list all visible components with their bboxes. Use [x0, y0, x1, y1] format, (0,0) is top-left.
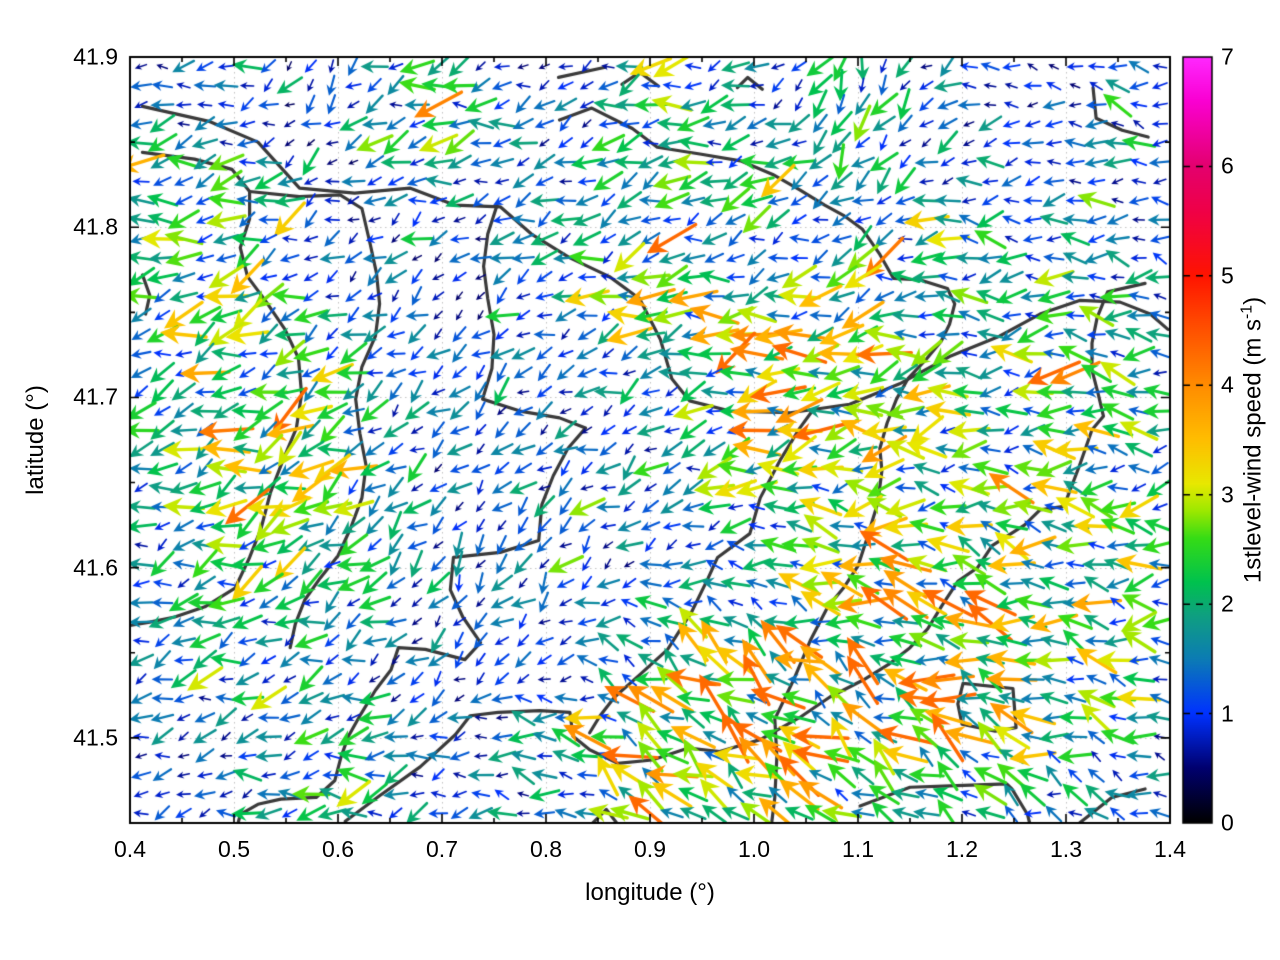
x-tick-label: 1.1 [842, 836, 874, 862]
x-tick-label: 1.2 [946, 836, 978, 862]
colorbar-tick-label: 2 [1221, 590, 1234, 617]
y-tick-label: 41.5 [73, 724, 118, 751]
x-tick-label: 0.8 [530, 836, 562, 862]
x-tick-label: 0.6 [322, 836, 354, 862]
colorbar-label: 1stlevel-wind speed (m s-1) [1239, 297, 1268, 583]
y-tick-label: 41.6 [73, 554, 118, 581]
colorbar-label-text: 1stlevel-wind speed (m s [1239, 318, 1267, 584]
x-tick-label: 1.3 [1050, 836, 1082, 862]
colorbar-tick-label: 1 [1221, 700, 1234, 727]
y-tick-label: 41.7 [73, 383, 118, 410]
colorbar-tick-label: 5 [1221, 262, 1234, 289]
y-tick-label: 41.8 [73, 213, 118, 240]
colorbar-label-superscript: -1 [1238, 304, 1256, 319]
x-tick-label: 1.0 [738, 836, 770, 862]
colorbar-tick-label: 4 [1221, 371, 1234, 398]
x-tick-label: 0.4 [114, 836, 146, 862]
x-tick-label: 0.7 [426, 836, 458, 862]
x-tick-label: 1.4 [1154, 836, 1186, 862]
colorbar-tick-label: 3 [1221, 481, 1234, 508]
y-tick-label: 41.9 [73, 43, 118, 70]
colorbar-label-close: ) [1239, 296, 1267, 305]
x-tick-label: 0.5 [218, 836, 250, 862]
colorbar-tick-label: 6 [1221, 152, 1234, 179]
colorbar-tick-label: 0 [1221, 809, 1234, 836]
x-axis-label: longitude (°) [585, 879, 715, 906]
x-tick-label: 0.9 [634, 836, 666, 862]
colorbar-tick-label: 7 [1221, 43, 1234, 70]
